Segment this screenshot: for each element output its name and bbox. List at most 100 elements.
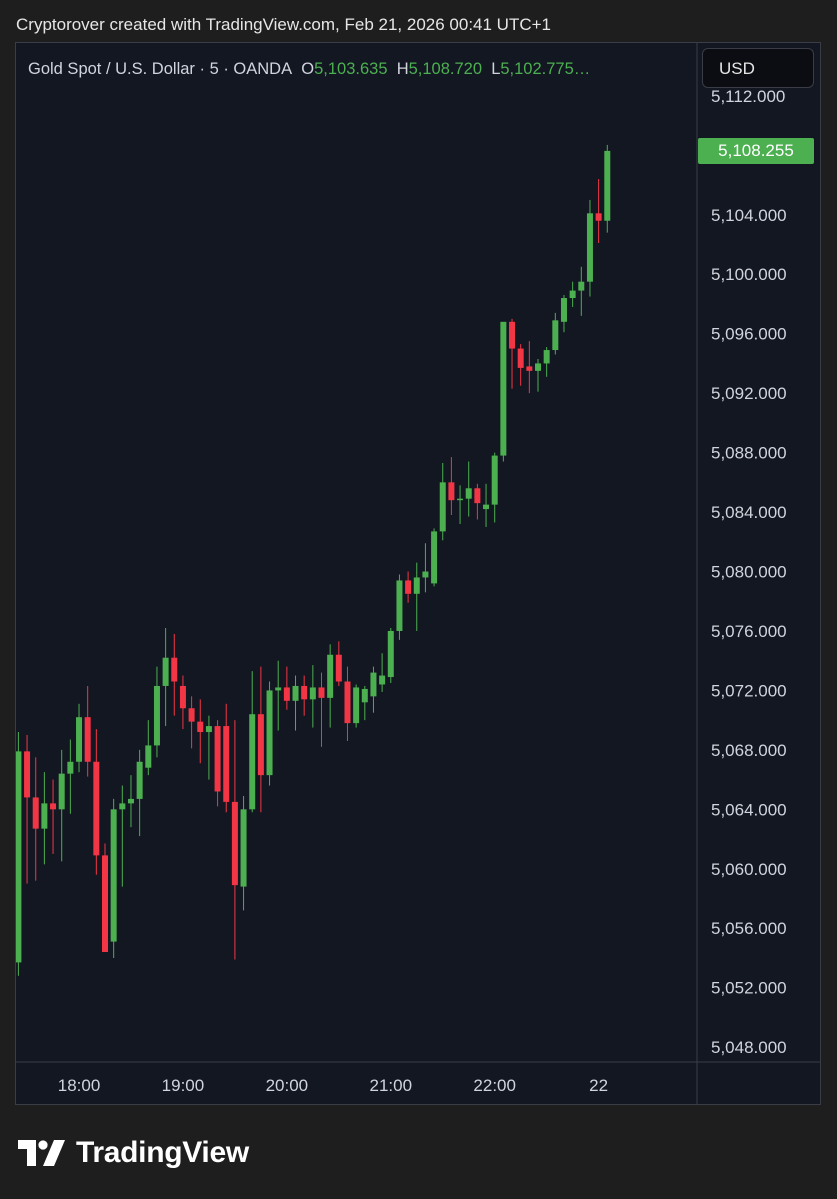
chart-panel[interactable] bbox=[15, 42, 821, 1105]
candle-body[interactable] bbox=[32, 797, 39, 829]
candle-body[interactable] bbox=[595, 213, 602, 221]
symbol-legend: Gold Spot / U.S. Dollar · 5 · OANDA O5,1… bbox=[28, 60, 590, 79]
candle-body[interactable] bbox=[197, 721, 204, 733]
candle-body[interactable] bbox=[266, 690, 273, 776]
candle-body[interactable] bbox=[188, 708, 195, 722]
candle-body[interactable] bbox=[483, 504, 490, 510]
candle-body[interactable] bbox=[153, 685, 160, 746]
candle-body[interactable] bbox=[179, 685, 186, 709]
y-tick-label: 5,100.000 bbox=[711, 265, 787, 284]
currency-button[interactable]: USD bbox=[702, 48, 814, 88]
candle-body[interactable] bbox=[231, 801, 238, 886]
candle-body[interactable] bbox=[93, 761, 100, 856]
candle-body[interactable] bbox=[257, 714, 264, 776]
candle-body[interactable] bbox=[379, 675, 386, 685]
candle-body[interactable] bbox=[448, 482, 455, 501]
candle-body[interactable] bbox=[491, 455, 498, 505]
candle-body[interactable] bbox=[127, 798, 134, 804]
candle-body[interactable] bbox=[275, 687, 282, 691]
candle-body[interactable] bbox=[457, 498, 464, 501]
candle-body[interactable] bbox=[41, 803, 48, 829]
x-tick-label: 22 bbox=[589, 1076, 608, 1095]
candle-body[interactable] bbox=[569, 290, 576, 299]
candle-body[interactable] bbox=[526, 366, 533, 371]
candle-body[interactable] bbox=[318, 687, 325, 698]
candle-body[interactable] bbox=[205, 726, 212, 733]
y-tick-label: 5,048.000 bbox=[711, 1038, 787, 1057]
y-tick-label: 5,092.000 bbox=[711, 384, 787, 403]
tradingview-logo[interactable]: TradingView bbox=[18, 1136, 249, 1170]
candle-body[interactable] bbox=[431, 531, 438, 584]
high-label: H bbox=[396, 60, 409, 78]
x-tick-label: 21:00 bbox=[370, 1076, 413, 1095]
candle-body[interactable] bbox=[309, 687, 316, 700]
candle-body[interactable] bbox=[509, 321, 516, 349]
candle-body[interactable] bbox=[474, 488, 481, 504]
candle-body[interactable] bbox=[361, 688, 368, 703]
candle-body[interactable] bbox=[162, 657, 169, 686]
candle-body[interactable] bbox=[327, 654, 334, 698]
candle-body[interactable] bbox=[560, 298, 567, 322]
candle-body[interactable] bbox=[353, 687, 360, 724]
candle-body[interactable] bbox=[145, 745, 152, 768]
y-tick-label: 5,076.000 bbox=[711, 622, 787, 641]
y-tick-label: 5,096.000 bbox=[711, 325, 787, 344]
candle-body[interactable] bbox=[422, 571, 429, 578]
x-tick-label: 19:00 bbox=[162, 1076, 205, 1095]
candle-body[interactable] bbox=[335, 654, 342, 682]
candle-body[interactable] bbox=[413, 577, 420, 594]
y-tick-label: 5,064.000 bbox=[711, 800, 787, 819]
candle-body[interactable] bbox=[223, 726, 230, 802]
candle-body[interactable] bbox=[543, 350, 550, 364]
y-tick-label: 5,104.000 bbox=[711, 206, 787, 225]
open-value: 5,103.635 bbox=[314, 60, 388, 78]
candle-body[interactable] bbox=[500, 321, 507, 456]
candle-body[interactable] bbox=[604, 150, 611, 221]
candle-body[interactable] bbox=[76, 717, 83, 762]
low-label: L bbox=[491, 60, 501, 78]
tradingview-wordmark: TradingView bbox=[76, 1136, 249, 1169]
candle-body[interactable] bbox=[84, 717, 91, 762]
low-value: 5,102.775… bbox=[500, 60, 591, 78]
candle-body[interactable] bbox=[67, 761, 74, 774]
candle-body[interactable] bbox=[249, 714, 256, 810]
candle-body[interactable] bbox=[102, 855, 108, 953]
candle-body[interactable] bbox=[405, 580, 412, 594]
candle-body[interactable] bbox=[578, 281, 585, 291]
candle-body[interactable] bbox=[136, 761, 143, 799]
candle-body[interactable] bbox=[586, 213, 593, 282]
candle-body[interactable] bbox=[292, 685, 299, 701]
y-tick-label: 5,072.000 bbox=[711, 681, 787, 700]
candle-body[interactable] bbox=[110, 809, 117, 942]
high-value: 5,108.720 bbox=[408, 60, 483, 78]
candle-body[interactable] bbox=[240, 809, 247, 887]
y-tick-label: 5,052.000 bbox=[711, 979, 787, 998]
candle-body[interactable] bbox=[301, 685, 308, 700]
candle-body[interactable] bbox=[171, 657, 178, 682]
candle-body[interactable] bbox=[396, 580, 403, 631]
candle-body[interactable] bbox=[344, 681, 351, 724]
candle-body[interactable] bbox=[58, 773, 65, 810]
candle-body[interactable] bbox=[119, 803, 126, 810]
candle-body[interactable] bbox=[283, 687, 290, 701]
candle-body[interactable] bbox=[535, 363, 541, 371]
candle-body[interactable] bbox=[439, 482, 446, 532]
candle-body[interactable] bbox=[517, 348, 524, 368]
x-tick-label: 22:00 bbox=[473, 1076, 516, 1095]
candle-body[interactable] bbox=[370, 672, 377, 697]
y-tick-label: 5,112.000 bbox=[711, 87, 785, 106]
candle-body[interactable] bbox=[15, 751, 22, 963]
candle-body[interactable] bbox=[214, 726, 221, 792]
candle-body[interactable] bbox=[24, 751, 31, 798]
y-tick-label: 5,068.000 bbox=[711, 741, 787, 760]
open-label: O bbox=[301, 60, 315, 78]
y-tick-label: 5,056.000 bbox=[711, 919, 787, 938]
candle-body[interactable] bbox=[50, 803, 57, 810]
x-tick-label: 20:00 bbox=[266, 1076, 309, 1095]
candle-body[interactable] bbox=[465, 488, 472, 499]
symbol-title[interactable]: Gold Spot / U.S. Dollar · 5 · OANDA bbox=[28, 60, 293, 78]
candle-body[interactable] bbox=[552, 320, 559, 351]
y-tick-label: 5,060.000 bbox=[711, 860, 787, 879]
candle-body[interactable] bbox=[387, 630, 394, 678]
